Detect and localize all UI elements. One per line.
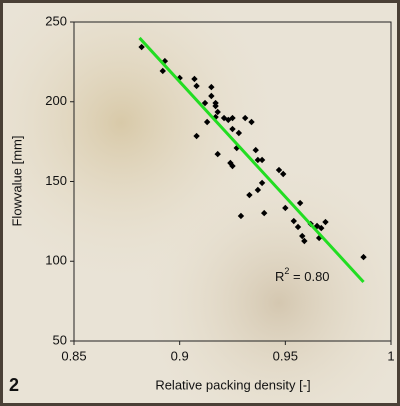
y-tick-label: 150 — [45, 173, 67, 188]
point — [201, 99, 209, 107]
y-tick-label: 100 — [45, 253, 67, 268]
point — [360, 253, 367, 261]
background-texture — [3, 3, 397, 403]
point — [290, 217, 297, 225]
y-axis-label: Flowvalue [mm] — [9, 135, 24, 226]
point — [248, 118, 255, 126]
x-tick-label: 0.9 — [171, 348, 189, 363]
point — [237, 212, 245, 220]
annotation-text: = 0.80 — [289, 269, 329, 284]
panel-label: 2 — [9, 375, 19, 395]
trendline — [138, 36, 365, 283]
point — [193, 132, 200, 140]
annotation-superscript: 2 — [284, 266, 289, 276]
x-tick-label: 1 — [387, 348, 394, 363]
point — [254, 186, 262, 194]
point — [214, 150, 221, 158]
point — [282, 204, 289, 212]
point — [191, 75, 198, 83]
x-tick-label: 0.85 — [61, 348, 86, 363]
annotation: R2 = 0.80 — [275, 266, 330, 284]
x-axis-label: Relative packing density [-] — [155, 377, 310, 392]
point — [212, 113, 219, 121]
point — [235, 129, 243, 137]
y-tick-label: 200 — [45, 93, 67, 108]
point — [203, 118, 211, 126]
point — [296, 199, 304, 207]
point — [294, 223, 302, 231]
point — [258, 156, 266, 164]
point — [241, 114, 249, 122]
y-tick-label: 50 — [53, 332, 67, 347]
point — [299, 232, 306, 240]
point — [208, 92, 215, 100]
point — [322, 218, 329, 226]
point — [208, 83, 215, 91]
point — [159, 67, 166, 75]
annotation-text: R — [275, 269, 284, 284]
point — [214, 108, 221, 116]
point — [301, 237, 308, 245]
point — [246, 191, 253, 199]
point — [220, 114, 228, 122]
x-tick-label: 0.95 — [273, 348, 298, 363]
point — [318, 224, 325, 232]
point — [176, 74, 183, 82]
point — [258, 179, 266, 187]
point — [261, 209, 268, 217]
point — [254, 156, 262, 164]
point — [229, 162, 236, 170]
point — [275, 166, 283, 174]
point — [229, 114, 236, 122]
point — [229, 125, 236, 133]
point — [193, 82, 200, 90]
point — [138, 43, 145, 51]
point — [252, 146, 259, 154]
point — [212, 102, 219, 110]
point — [280, 170, 287, 178]
y-tick-label: 250 — [45, 13, 67, 28]
